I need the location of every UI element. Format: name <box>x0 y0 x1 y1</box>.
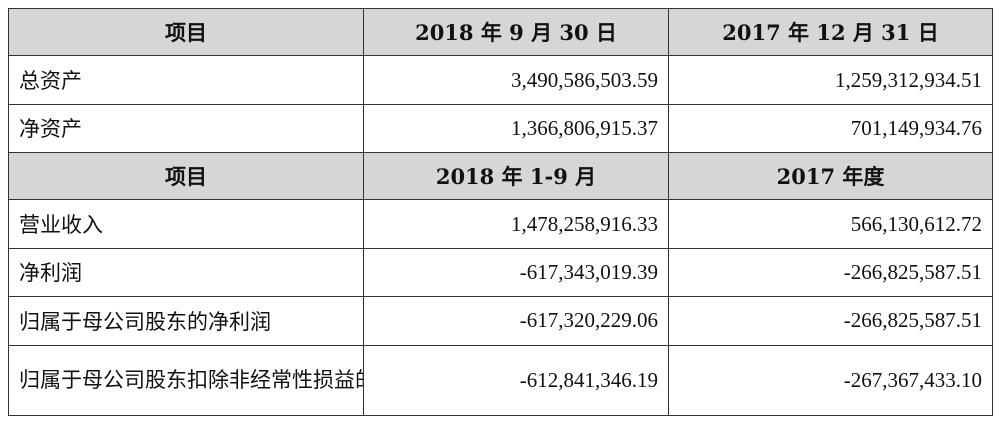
financial-summary-table: 项目 2018 年 9 月 30 日 2017 年 12 月 31 日 总资产 … <box>8 7 993 416</box>
table-row: 营业收入 1,478,258,916.33 566,130,612.72 <box>8 199 993 249</box>
row-label: 归属于母公司股东扣除非经常性损益的净利润 <box>8 344 364 416</box>
row-value-1: 3,490,586,503.59 <box>363 55 669 105</box>
header-row-balance: 项目 2018 年 9 月 30 日 2017 年 12 月 31 日 <box>8 7 993 57</box>
row-label: 归属于母公司股东的净利润 <box>8 296 364 346</box>
row-label: 净资产 <box>8 103 364 154</box>
row-value-1: -617,320,229.06 <box>363 296 669 346</box>
header-col1: 2018 年 9 月 30 日 <box>363 7 669 57</box>
row-label: 净利润 <box>8 247 364 298</box>
header-col2: 2017 年度 <box>668 152 993 201</box>
row-value-2: -267,367,433.10 <box>668 344 993 416</box>
row-value-2: 701,149,934.76 <box>668 103 993 154</box>
row-value-2: 566,130,612.72 <box>668 199 993 249</box>
header-col2: 2017 年 12 月 31 日 <box>668 7 993 57</box>
row-value-1: 1,366,806,915.37 <box>363 103 669 154</box>
row-value-2: -266,825,587.51 <box>668 247 993 298</box>
row-label: 营业收入 <box>8 199 364 249</box>
table-row: 总资产 3,490,586,503.59 1,259,312,934.51 <box>8 55 993 105</box>
row-value-2: -266,825,587.51 <box>668 296 993 346</box>
table-row: 净利润 -617,343,019.39 -266,825,587.51 <box>8 247 993 298</box>
row-label: 总资产 <box>8 55 364 105</box>
header-row-income: 项目 2018 年 1-9 月 2017 年度 <box>8 152 993 201</box>
table-row: 净资产 1,366,806,915.37 701,149,934.76 <box>8 103 993 154</box>
header-item: 项目 <box>8 7 364 57</box>
header-item: 项目 <box>8 152 364 201</box>
table-row: 归属于母公司股东的净利润 -617,320,229.06 -266,825,58… <box>8 296 993 346</box>
header-col1: 2018 年 1-9 月 <box>363 152 669 201</box>
row-value-2: 1,259,312,934.51 <box>668 55 993 105</box>
row-value-1: -612,841,346.19 <box>363 344 669 416</box>
row-value-1: 1,478,258,916.33 <box>363 199 669 249</box>
row-value-1: -617,343,019.39 <box>363 247 669 298</box>
table-row: 归属于母公司股东扣除非经常性损益的净利润 -612,841,346.19 -26… <box>8 344 993 416</box>
